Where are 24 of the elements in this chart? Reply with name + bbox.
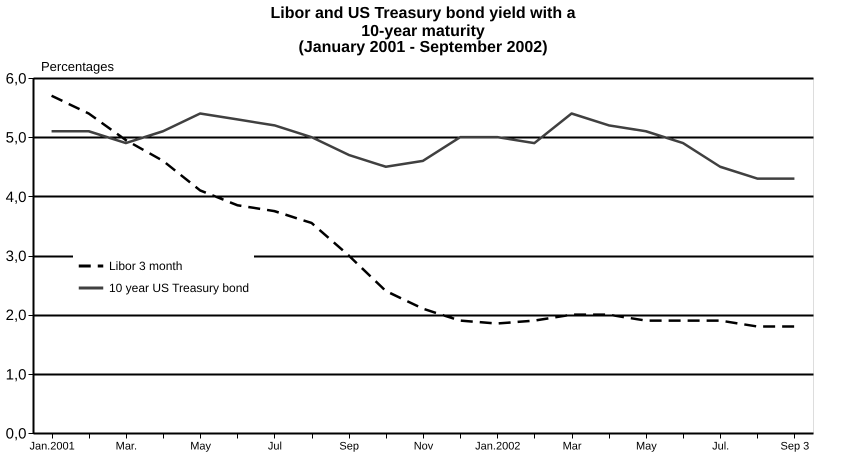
x-tick-label: Mar. [116, 440, 138, 452]
y-tick-label: 5,0 [6, 130, 26, 147]
legend-label: Libor 3 month [109, 259, 182, 273]
x-tick-label: Sep 3 [780, 440, 810, 452]
x-tick-label: Jan.2002 [475, 440, 520, 452]
y-tick-label: 3,0 [6, 248, 26, 265]
x-tick-label: Mar [562, 440, 582, 452]
x-tick-label: Sep [339, 440, 360, 452]
y-tick-label: 2,0 [6, 307, 26, 324]
y-tick-label: 6,0 [6, 70, 26, 88]
x-tick-label: Jul. [712, 440, 730, 452]
y-tick-label: 0,0 [6, 426, 26, 442]
legend-label: 10 year US Treasury bond [109, 281, 250, 295]
x-tick-label: Nov [414, 440, 434, 452]
line-series [50, 112, 796, 180]
x-tick-label: Jul [268, 440, 282, 452]
x-tick-label: May [190, 440, 212, 452]
x-tick-label: May [636, 440, 658, 452]
chart-subtitle: (January 2001 - September 2002) [298, 39, 548, 56]
chart-title: Libor and US Treasury bond yield with a 10-year maturity [270, 5, 576, 40]
y-axis-title: Percentages [41, 59, 114, 74]
x-tick-label: Jan.2001 [29, 440, 75, 452]
y-tick-label: 4,0 [6, 188, 26, 206]
y-tick-label: 1,0 [6, 366, 26, 384]
